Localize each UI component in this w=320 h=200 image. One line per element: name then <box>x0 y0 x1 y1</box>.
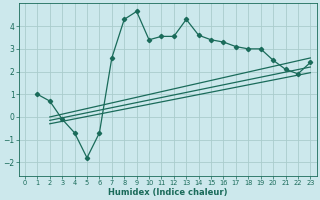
X-axis label: Humidex (Indice chaleur): Humidex (Indice chaleur) <box>108 188 228 197</box>
